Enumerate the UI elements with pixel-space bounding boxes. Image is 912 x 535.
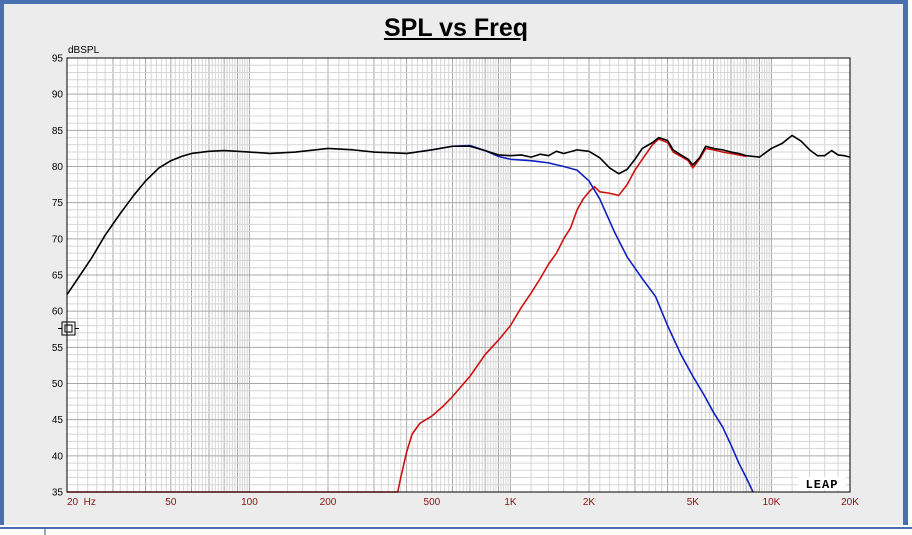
x-tick-label: 200: [320, 497, 337, 508]
y-tick-label: 95: [52, 54, 64, 65]
x-tick-label: 20 Hz: [67, 497, 96, 508]
series-line-0: [66, 134, 851, 295]
y-tick-label: 90: [52, 90, 64, 101]
y-tick-label: 60: [52, 307, 64, 318]
y-tick-label: 45: [52, 415, 64, 426]
y-tick-label: 70: [52, 234, 64, 245]
y-tick-label: 85: [52, 126, 64, 137]
bottom-divider: [0, 527, 912, 529]
y-tick-labels: 35 40 45 50 55 60 65 70 75 80 85 90 95: [52, 54, 64, 499]
x-tick-label: 10K: [763, 497, 781, 508]
plot-border: [66, 57, 851, 493]
x-tick-label: 500: [424, 497, 441, 508]
y-tick-label: 35: [52, 488, 64, 499]
leap-logo: LEAP: [798, 477, 846, 492]
y-tick-label: 50: [52, 379, 64, 390]
y-tick-label: 65: [52, 271, 64, 282]
y-tick-label: 75: [52, 198, 64, 209]
leap-logo-text: LEAP: [806, 478, 839, 492]
y-tick-label: 40: [52, 451, 64, 462]
bottom-strip: [0, 525, 912, 535]
series-layer: [66, 134, 851, 493]
x-tick-label: 100: [241, 497, 258, 508]
x-tick-label: 2K: [583, 497, 596, 508]
bottom-stub: [44, 529, 46, 535]
series-line-2: [67, 138, 747, 493]
cursor-marker-icon[interactable]: [58, 321, 79, 336]
x-tick-label: 20K: [841, 497, 859, 508]
y-tick-label: 55: [52, 343, 64, 354]
x-tick-label: 1K: [504, 497, 517, 508]
y-axis-label: dBSPL: [68, 45, 100, 56]
y-tick-label: 80: [52, 162, 64, 173]
grid-lines: [66, 57, 851, 493]
x-tick-label: 50: [165, 497, 177, 508]
chart-title: SPL vs Freq: [383, 14, 529, 42]
x-tick-labels: 20 Hz 50 100 200 500 1K 2K 5K 10K 20K: [67, 497, 859, 508]
x-tick-label: 5K: [687, 497, 700, 508]
